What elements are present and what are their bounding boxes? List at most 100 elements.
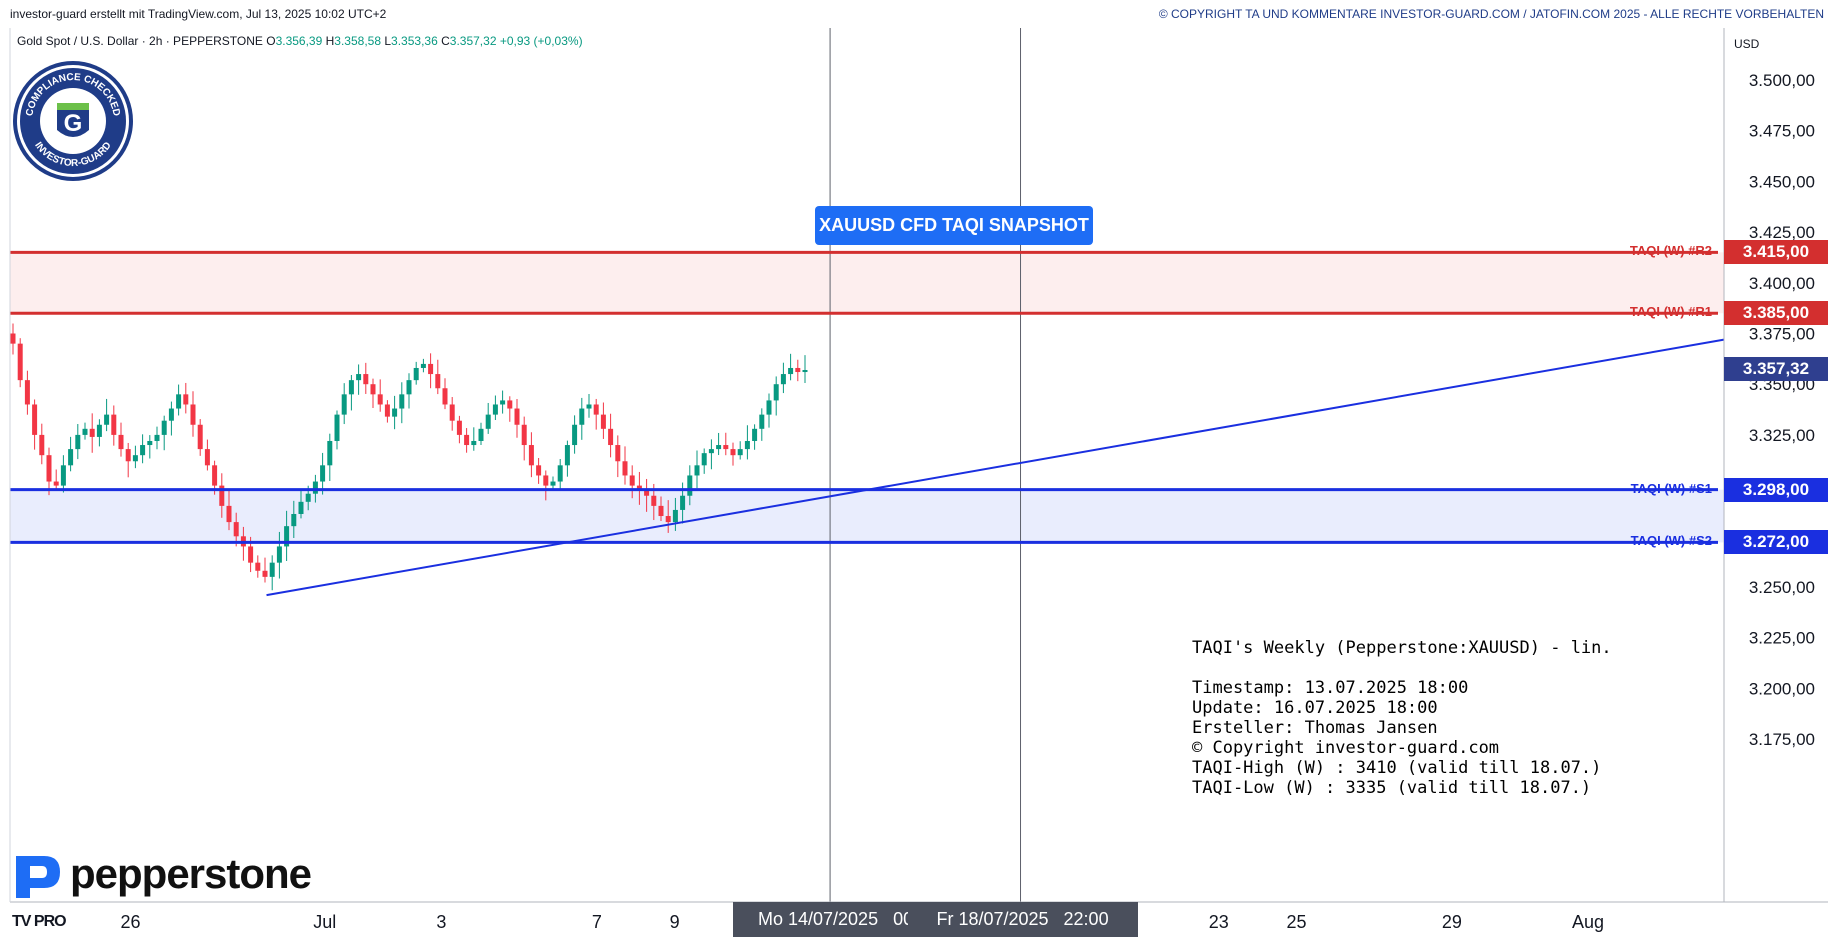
candle-body	[572, 424, 578, 446]
pepperstone-logo-text: pepperstone	[70, 850, 312, 897]
candle-body	[298, 501, 304, 514]
candle-body	[428, 363, 434, 375]
y-tick-label: 3.200,00	[1749, 679, 1815, 698]
candle-body	[262, 570, 268, 577]
high-value: 3.358,58	[334, 34, 382, 48]
candle-body	[651, 495, 657, 506]
symbol-legend: Gold Spot / U.S. Dollar · 2h · PEPPERSTO…	[17, 34, 583, 48]
candle-body	[111, 414, 117, 435]
candle-body	[104, 414, 110, 425]
candle-body	[600, 414, 606, 429]
snapshot-label[interactable]: XAUUSD CFD TAQI SNAPSHOT	[815, 206, 1093, 245]
candle-body	[60, 465, 66, 486]
candle-body	[536, 465, 542, 476]
symbol-name: Gold Spot / U.S. Dollar · 2h · PEPPERSTO…	[17, 34, 263, 48]
y-tick-label: 3.225,00	[1749, 629, 1815, 648]
open-label: O	[266, 34, 276, 48]
candle-body	[528, 445, 534, 466]
candle-body	[276, 546, 282, 563]
candle-body	[176, 394, 182, 409]
x-tick-label: 29	[1442, 912, 1462, 932]
candle-body	[356, 374, 362, 381]
candle-body	[802, 370, 808, 373]
info-update: Update: 16.07.2025 18:00	[1192, 698, 1438, 718]
y-tick-label: 3.175,00	[1749, 730, 1815, 749]
y-tick-label: 3.375,00	[1749, 325, 1815, 344]
candle-body	[219, 485, 225, 506]
candle-body	[478, 428, 484, 441]
candle-body	[406, 380, 412, 395]
candle-body	[248, 546, 254, 563]
candle-body	[492, 404, 498, 415]
trendline	[266, 338, 1725, 597]
level-zones	[10, 252, 1724, 543]
candle-body	[89, 428, 95, 437]
candle-body	[644, 489, 650, 496]
candle-body	[773, 384, 779, 401]
candle-body	[255, 562, 261, 571]
y-tick-label: 3.425,00	[1749, 223, 1815, 242]
candle-body	[10, 333, 16, 344]
candle-body	[449, 404, 455, 421]
candle-body	[384, 404, 390, 417]
candle-body	[392, 408, 398, 417]
vertical-markers	[829, 28, 1022, 902]
low-label: L	[384, 34, 392, 48]
candle-body	[435, 374, 441, 389]
y-tick-label: 3.500,00	[1749, 71, 1815, 90]
candle-body	[363, 374, 369, 385]
candle-body	[168, 408, 174, 421]
candle-body	[46, 455, 52, 482]
candle-body	[147, 440, 153, 446]
candle-body	[723, 445, 729, 450]
candle-body	[39, 434, 45, 456]
level-price-tag: 3.385,00	[1724, 301, 1828, 326]
candle-body	[752, 428, 758, 441]
compliance-badge: COMPLIANCE CHECKED INVESTOR-GUARD G	[13, 61, 133, 181]
candle-body	[341, 394, 347, 415]
candle-body	[766, 400, 772, 415]
candle-body	[593, 404, 599, 415]
info-author: Ersteller: Thomas Jansen	[1192, 718, 1438, 738]
shield-icon	[57, 103, 89, 137]
candle-body	[154, 434, 160, 441]
candle-body	[420, 363, 426, 368]
candle-body	[305, 493, 311, 502]
candle-body	[24, 380, 30, 405]
candle-body	[348, 380, 354, 395]
high-label: H	[325, 34, 335, 48]
candle-body	[204, 449, 210, 466]
candle-body	[370, 384, 376, 395]
candle-body	[795, 367, 801, 373]
candle-body	[485, 414, 491, 429]
candle-body	[665, 516, 671, 523]
candle-body	[291, 513, 297, 527]
candle-body	[636, 485, 642, 490]
resistance-zone	[10, 252, 1724, 314]
open-value: 3.356,39	[275, 34, 323, 48]
candle-body	[586, 404, 592, 409]
level-price-tag: 3.298,00	[1724, 477, 1828, 502]
support-zone	[10, 489, 1724, 543]
candle-body	[550, 481, 556, 486]
candle-body	[543, 475, 549, 486]
info-taqi-high: TAQI-High (W) : 3410 (valid till 18.07.)	[1192, 758, 1602, 778]
copyright-note: © COPYRIGHT TA UND KOMMENTARE INVESTOR-G…	[1158, 7, 1824, 21]
candle-body	[514, 408, 520, 425]
candle-body	[759, 414, 765, 429]
pepperstone-logo-icon	[16, 856, 60, 898]
low-value: 3.353,36	[391, 34, 438, 48]
tradingview-logo: TV PRO	[12, 913, 67, 930]
level-name: TAQI (W) #R2	[1629, 243, 1712, 259]
candle-body	[694, 465, 700, 476]
candle-body	[197, 424, 203, 450]
taqi-info-box: TAQI's Weekly (Pepperstone:XAUUSD) - lin…	[1192, 638, 1612, 798]
candle-body	[708, 449, 714, 454]
candle-body	[500, 400, 506, 405]
candle-body	[780, 374, 786, 385]
chart-header: investor-guard erstellt mit TradingView.…	[0, 0, 1828, 28]
currency-label: USD	[1734, 37, 1760, 51]
candle-body	[507, 400, 513, 409]
candle-body	[442, 388, 448, 405]
